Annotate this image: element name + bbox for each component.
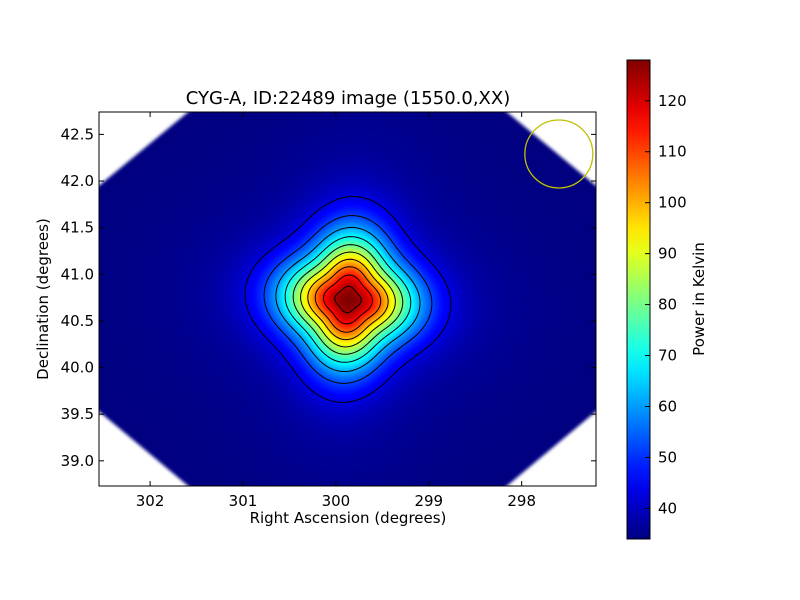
beam-circle: [524, 119, 594, 189]
colorbar-tick-label: 80: [658, 296, 677, 314]
y-tick-label: 39.5: [61, 405, 94, 423]
y-tick-label: 40.5: [61, 312, 94, 330]
colorbar-tick-label: 70: [658, 347, 677, 365]
x-axis-ticks: 302 301 300 299 298: [136, 112, 536, 510]
colorbar-label: Power in Kelvin: [690, 242, 708, 356]
contour-level-9: [323, 274, 373, 325]
colorbar-tick-label: 90: [658, 245, 677, 263]
y-tick-label: 39.0: [61, 452, 94, 470]
colorbar: 40 50 60 70 80 90 100 110 120 Power in Kelvin: [626, 59, 708, 540]
contour-level-8: [314, 266, 382, 333]
contour-level-10: [334, 285, 362, 314]
contour-level-4: [284, 236, 412, 363]
plot-frame: [98, 111, 597, 487]
colorbar-tick-label: 100: [658, 194, 687, 212]
x-tick-label: 301: [229, 492, 258, 510]
colorbar-tick-label: 120: [658, 92, 687, 110]
image-corner-mask-top-left: [99, 112, 189, 186]
contour-lines: [244, 195, 452, 403]
colorbar-frame: [626, 59, 651, 540]
contour-level-1: [244, 195, 452, 403]
contour-level-2: [263, 215, 433, 384]
y-tick-label: 42.0: [61, 172, 94, 190]
colorbar-tick-label: 110: [658, 143, 687, 161]
y-tick-label: 42.5: [61, 125, 94, 143]
x-tick-label: 300: [322, 492, 351, 510]
y-axis-ticks: 39.0 39.5 40.0 40.5 41.0 41.5 42.0 42.5: [61, 125, 596, 470]
y-axis-label: Declination (degrees): [34, 218, 52, 380]
contour-level-6: [300, 251, 396, 348]
colorbar-ramp: [627, 60, 650, 539]
x-tick-label: 299: [414, 492, 443, 510]
y-tick-label: 41.0: [61, 265, 94, 283]
colorbar-ticks: 40 50 60 70 80 90 100 110 120: [645, 92, 687, 517]
image-corner-mask-bottom-right: [506, 411, 596, 486]
plot-area: 302 301 300 299 298 39.0 39.5 40.0 40.5 41.0 41.5…: [61, 111, 597, 510]
y-tick-label: 41.5: [61, 219, 94, 237]
y-tick-label: 40.0: [61, 359, 94, 377]
image-corner-mask-bottom-left: [99, 411, 189, 486]
colorbar-tick-label: 40: [658, 499, 677, 517]
image-corner-mask-top-right: [506, 112, 596, 186]
x-axis-label: Right Ascension (degrees): [250, 509, 447, 527]
colorbar-tick-label: 60: [658, 398, 677, 416]
heatmap-image: [99, 112, 596, 486]
chart-title: CYG-A, ID:22489 image (1550.0,XX): [186, 88, 510, 109]
heatmap-raster: [99, 112, 596, 486]
contour-level-3: [275, 226, 421, 373]
x-tick-label: 298: [507, 492, 536, 510]
contour-level-7: [307, 258, 389, 341]
x-tick-label: 302: [136, 492, 165, 510]
colorbar-tick-label: 50: [658, 448, 677, 466]
contour-level-5: [292, 244, 404, 355]
